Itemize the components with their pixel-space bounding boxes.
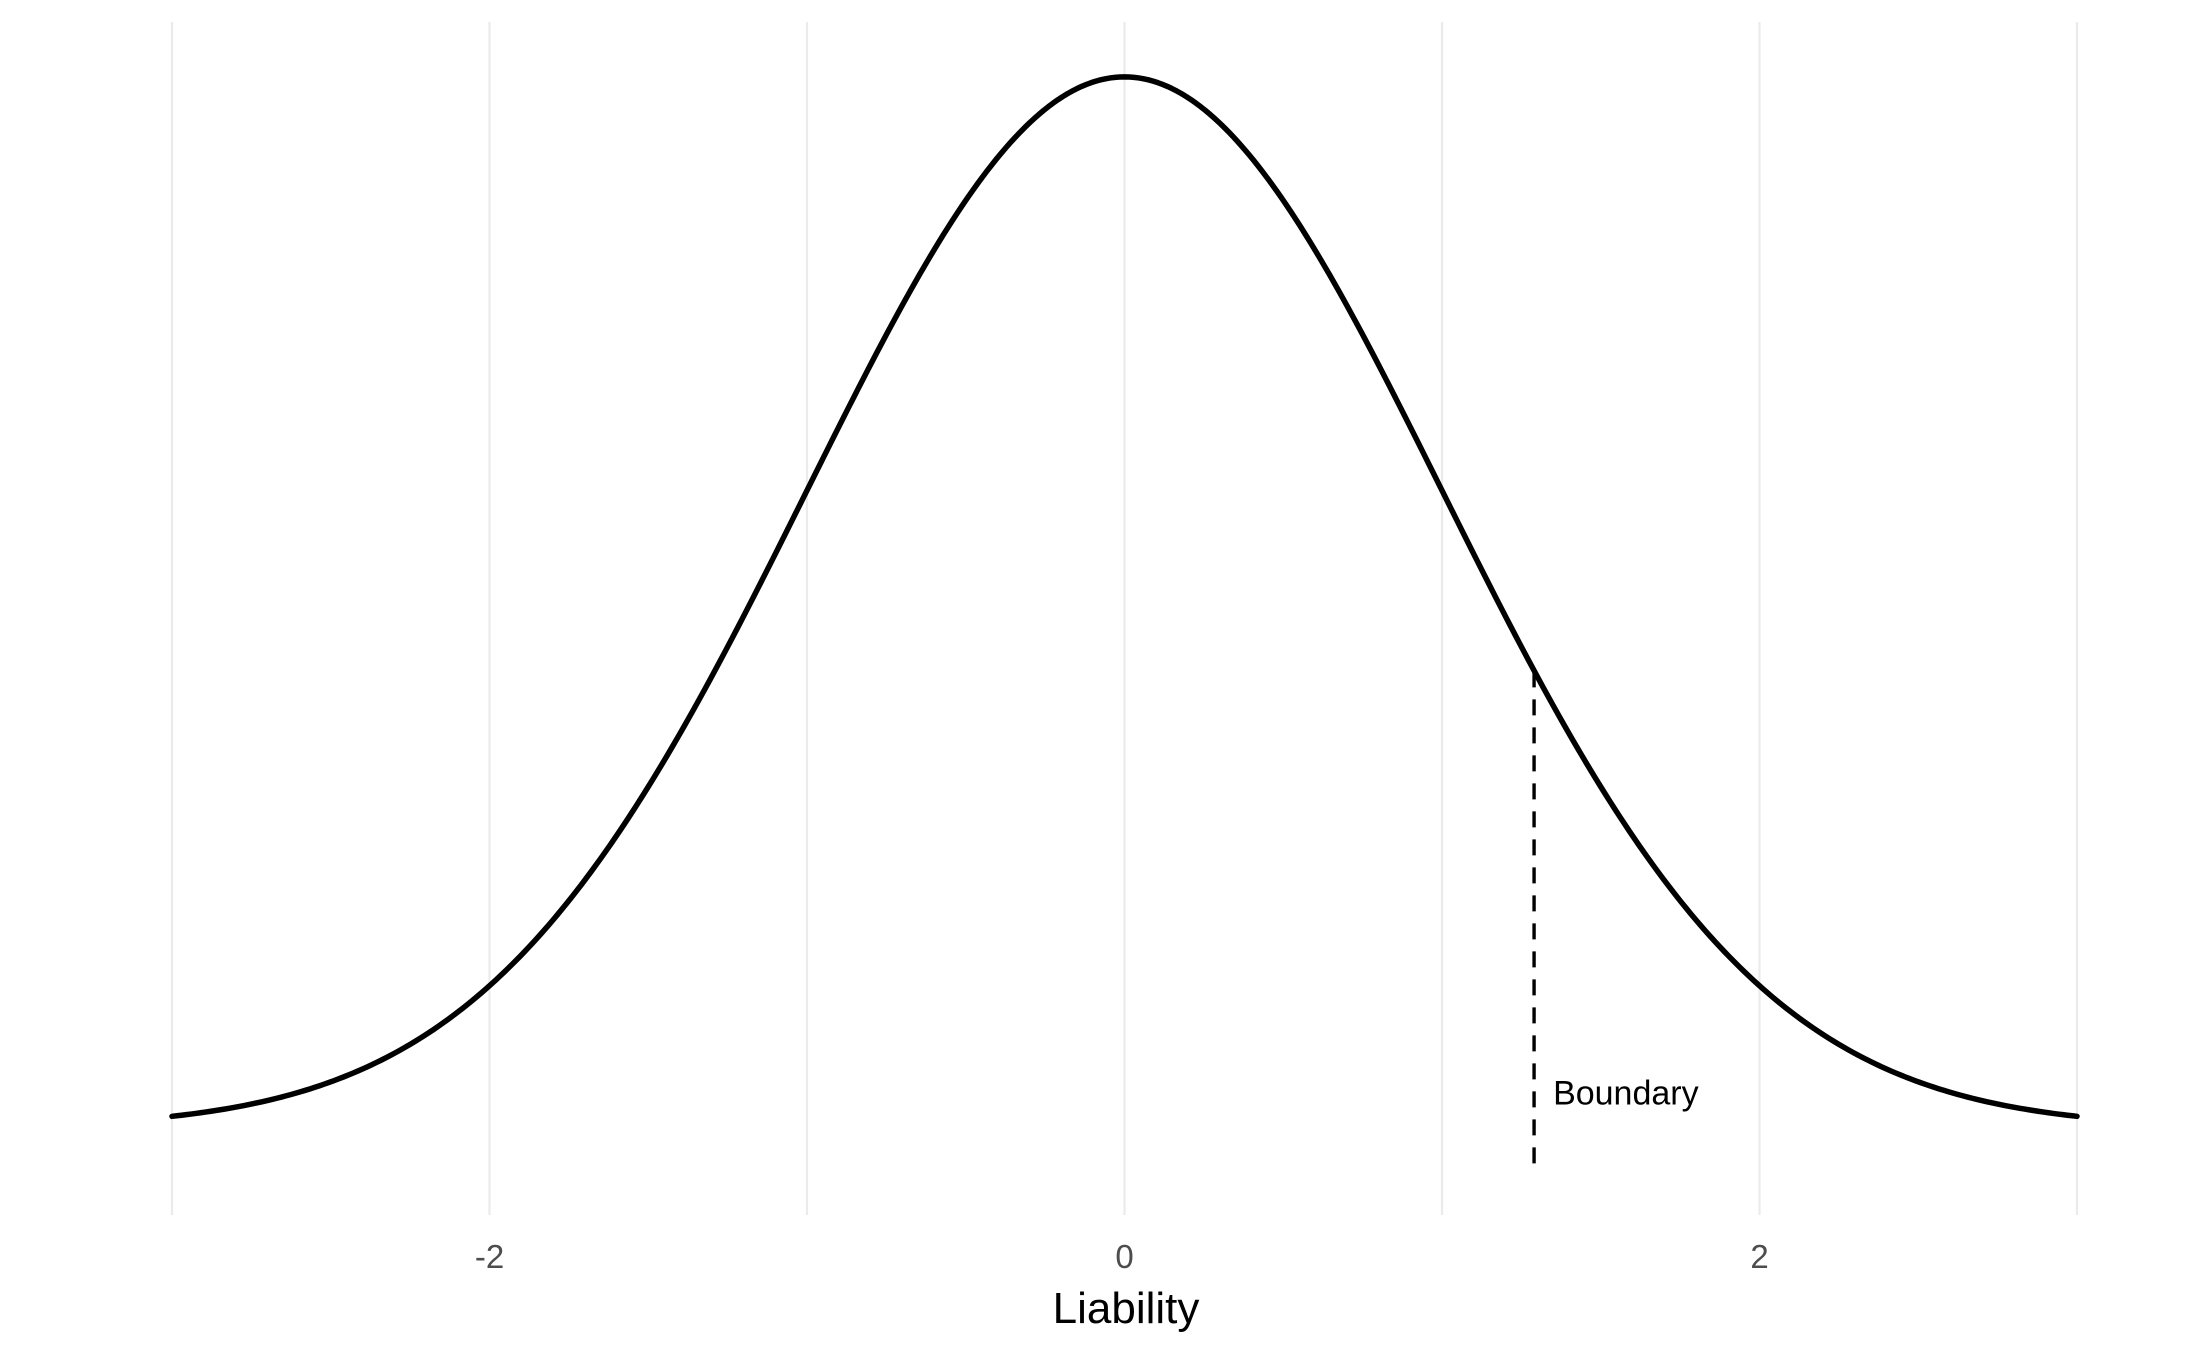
- x-axis-title: Liability: [1053, 1284, 1200, 1333]
- x-tick-label: 0: [1115, 1238, 1133, 1275]
- x-tick-label: 2: [1750, 1238, 1768, 1275]
- x-tick-label: -2: [475, 1238, 504, 1275]
- boundary-label: Boundary: [1553, 1074, 1699, 1112]
- mark-layer: [169, 74, 2080, 1169]
- text-layer: Liability Boundary -2 0 2: [475, 1074, 1769, 1333]
- density-curve-line: [169, 74, 2080, 1120]
- grid-layer: [170, 22, 2079, 1215]
